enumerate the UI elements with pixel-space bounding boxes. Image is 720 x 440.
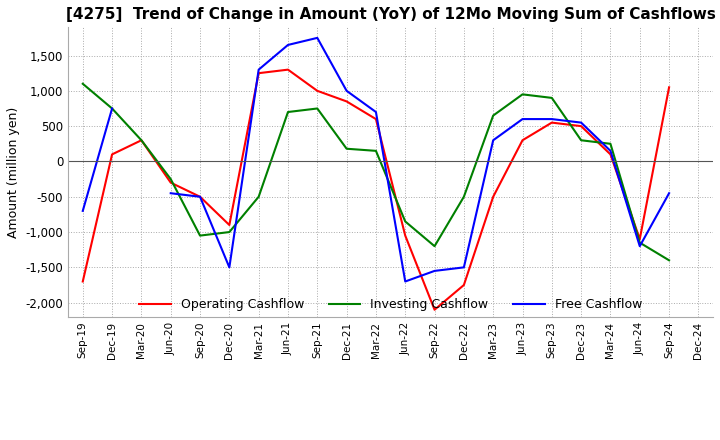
Free Cashflow <box>166 191 175 196</box>
Free Cashflow <box>342 88 351 93</box>
Line: Free Cashflow: Free Cashflow <box>83 38 669 282</box>
Free Cashflow <box>665 191 673 196</box>
Investing Cashflow <box>284 110 292 115</box>
Investing Cashflow <box>547 95 556 100</box>
Free Cashflow <box>108 106 117 111</box>
Legend: Operating Cashflow, Investing Cashflow, Free Cashflow: Operating Cashflow, Investing Cashflow, … <box>134 293 647 316</box>
Operating Cashflow <box>313 88 322 93</box>
Line: Operating Cashflow: Operating Cashflow <box>83 70 669 310</box>
Free Cashflow <box>547 117 556 122</box>
Free Cashflow <box>225 265 234 270</box>
Investing Cashflow <box>137 138 145 143</box>
Investing Cashflow <box>606 141 615 147</box>
Investing Cashflow <box>401 219 410 224</box>
Free Cashflow <box>518 117 527 122</box>
Investing Cashflow <box>489 113 498 118</box>
Investing Cashflow <box>166 176 175 182</box>
Operating Cashflow <box>665 84 673 90</box>
Free Cashflow <box>313 35 322 40</box>
Operating Cashflow <box>166 180 175 185</box>
Investing Cashflow <box>665 258 673 263</box>
Investing Cashflow <box>636 240 644 245</box>
Operating Cashflow <box>547 120 556 125</box>
Operating Cashflow <box>606 152 615 157</box>
Investing Cashflow <box>431 244 439 249</box>
Free Cashflow <box>431 268 439 274</box>
Free Cashflow <box>78 208 87 213</box>
Investing Cashflow <box>342 146 351 151</box>
Free Cashflow <box>254 67 263 72</box>
Investing Cashflow <box>313 106 322 111</box>
Operating Cashflow <box>108 152 117 157</box>
Operating Cashflow <box>342 99 351 104</box>
Operating Cashflow <box>636 236 644 242</box>
Free Cashflow <box>459 265 468 270</box>
Free Cashflow <box>401 279 410 284</box>
Free Cashflow <box>372 110 380 115</box>
Investing Cashflow <box>518 92 527 97</box>
Operating Cashflow <box>225 222 234 227</box>
Investing Cashflow <box>196 233 204 238</box>
Investing Cashflow <box>577 138 585 143</box>
Investing Cashflow <box>459 194 468 199</box>
Free Cashflow <box>284 42 292 48</box>
Operating Cashflow <box>401 233 410 238</box>
Y-axis label: Amount (million yen): Amount (million yen) <box>7 106 20 238</box>
Operating Cashflow <box>518 138 527 143</box>
Free Cashflow <box>636 244 644 249</box>
Free Cashflow <box>577 120 585 125</box>
Operating Cashflow <box>196 194 204 199</box>
Investing Cashflow <box>108 106 117 111</box>
Title: [4275]  Trend of Change in Amount (YoY) of 12Mo Moving Sum of Cashflows: [4275] Trend of Change in Amount (YoY) o… <box>66 7 716 22</box>
Line: Investing Cashflow: Investing Cashflow <box>83 84 669 260</box>
Investing Cashflow <box>78 81 87 86</box>
Investing Cashflow <box>254 194 263 199</box>
Free Cashflow <box>489 138 498 143</box>
Free Cashflow <box>196 194 204 199</box>
Investing Cashflow <box>372 148 380 154</box>
Operating Cashflow <box>459 282 468 288</box>
Operating Cashflow <box>137 138 145 143</box>
Operating Cashflow <box>489 194 498 199</box>
Operating Cashflow <box>78 279 87 284</box>
Operating Cashflow <box>254 70 263 76</box>
Operating Cashflow <box>431 307 439 312</box>
Operating Cashflow <box>577 124 585 129</box>
Operating Cashflow <box>372 117 380 122</box>
Investing Cashflow <box>225 229 234 235</box>
Free Cashflow <box>606 148 615 154</box>
Operating Cashflow <box>284 67 292 72</box>
